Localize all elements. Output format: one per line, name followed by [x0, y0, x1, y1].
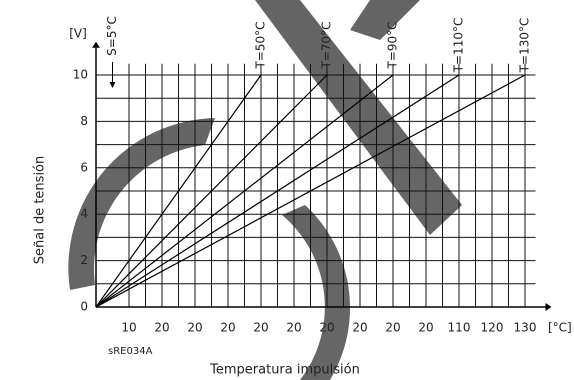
x-axis-arrow [545, 303, 552, 311]
x-tick-label: 20 [253, 321, 268, 335]
x-tick-label: 20 [319, 321, 334, 335]
setpoint-arrow-head [109, 82, 116, 88]
grid [92, 41, 552, 311]
line [95, 74, 394, 308]
y-tick-label: 10 [73, 68, 88, 82]
x-tick-label: 120 [481, 321, 504, 335]
x-tick-label: 10 [121, 321, 136, 335]
line [95, 74, 328, 308]
series-label: T=110°C [452, 18, 466, 74]
series-label: T=50°C [254, 21, 268, 69]
x-tick-label: 20 [418, 321, 433, 335]
line [95, 74, 460, 308]
x-tick-label: 20 [220, 321, 235, 335]
series-label: T=130°C [518, 18, 532, 74]
x-tick-label: 20 [352, 321, 367, 335]
watermark [68, 0, 462, 380]
line [95, 74, 262, 308]
series-label: T=70°C [320, 21, 334, 69]
x-tick-label: 20 [154, 321, 169, 335]
y-unit: [V] [69, 27, 87, 41]
plot [95, 74, 526, 308]
x-unit: [°C] [548, 321, 572, 335]
series-label: T=90°C [386, 21, 400, 69]
line [95, 74, 526, 308]
y-tick-label: 8 [80, 114, 88, 128]
x-tick-label: 130 [514, 321, 537, 335]
y-axis-arrow [92, 41, 100, 48]
y-axis-title: Señal de tensión [33, 156, 48, 265]
x-tick-label: 110 [448, 321, 471, 335]
y-tick-label: 6 [80, 160, 88, 174]
y-tick-label: 2 [80, 253, 88, 267]
y-tick-label: 0 [80, 300, 88, 314]
y-tick-label: 4 [80, 207, 88, 221]
setpoint-label: S=5°C [105, 16, 119, 56]
x-tick-label: 20 [187, 321, 202, 335]
x-tick-label: 20 [286, 321, 301, 335]
x-axis-title: Temperatura impulsión [209, 363, 360, 378]
code-label: sRE034A [108, 346, 153, 357]
x-tick-label: 20 [385, 321, 400, 335]
